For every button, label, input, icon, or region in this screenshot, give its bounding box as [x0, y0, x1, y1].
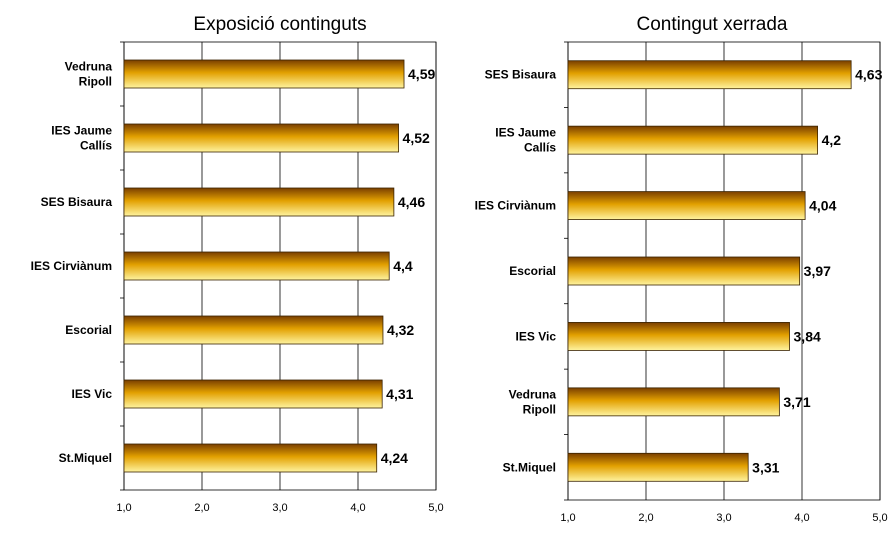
category-label: IES Cirviànum	[475, 199, 556, 213]
category-label: St.Miquel	[59, 451, 112, 465]
category-label: St.Miquel	[503, 460, 556, 474]
bar	[123, 379, 383, 409]
data-label: 4,24	[381, 450, 408, 466]
chart-contingut-xerrada: Contingut xerrada 1,0 2,0 3,0 4,0 5,0 4,63 SES …	[475, 14, 888, 524]
x-tick-label: 3,0	[716, 512, 731, 524]
bar	[567, 387, 780, 417]
bar	[567, 191, 806, 220]
data-label: 4,2	[822, 132, 842, 148]
bar	[567, 60, 852, 90]
bar	[567, 125, 819, 155]
category-label: IES Vic	[72, 387, 113, 401]
chart-title: Exposició continguts	[193, 14, 366, 35]
data-label: 3,84	[794, 328, 821, 344]
bar	[123, 59, 405, 89]
data-label: 4,59	[408, 66, 435, 82]
data-label: 4,4	[393, 258, 413, 274]
data-label: 4,04	[809, 198, 836, 214]
x-tick-label: 3,0	[272, 502, 287, 514]
category-label: IES Jaume Callís	[495, 126, 556, 155]
category-label: IES Cirviànum	[31, 259, 112, 273]
bar	[123, 251, 390, 281]
data-label: 3,97	[804, 263, 831, 279]
category-label: Vedruna Ripoll	[65, 60, 113, 89]
category-label: IES Jaume Callís	[51, 124, 112, 153]
data-label: 4,52	[403, 130, 430, 146]
bar	[123, 123, 399, 153]
bar	[123, 443, 378, 473]
category-label: Escorial	[509, 264, 556, 278]
bar	[123, 187, 395, 217]
data-label: 4,32	[387, 322, 414, 338]
category-label: IES Vic	[516, 329, 557, 343]
x-tick-label: 5,0	[872, 512, 887, 524]
data-label: 4,31	[386, 386, 413, 402]
category-label: SES Bisaura	[485, 68, 557, 82]
category-label: Vedruna Ripoll	[509, 387, 557, 416]
bar	[567, 452, 749, 482]
x-tick-label: 2,0	[194, 502, 209, 514]
data-label: 4,63	[855, 67, 882, 83]
x-tick-label: 4,0	[794, 512, 809, 524]
data-label: 3,71	[783, 394, 810, 410]
bar	[567, 256, 801, 286]
bar	[567, 322, 790, 351]
chart-exposicio-continguts: Exposició continguts 1,0 2,0 3,0 4,0 5,0 4,59 V…	[31, 14, 444, 514]
chart-title: Contingut xerrada	[636, 14, 787, 35]
x-tick-label: 5,0	[428, 502, 443, 514]
x-tick-label: 4,0	[350, 502, 365, 514]
bar	[123, 315, 384, 345]
category-label: SES Bisaura	[41, 195, 113, 209]
data-label: 3,31	[752, 459, 779, 475]
x-tick-label: 1,0	[560, 512, 575, 524]
category-label: Escorial	[65, 323, 112, 337]
x-tick-label: 1,0	[116, 502, 131, 514]
x-tick-label: 2,0	[638, 512, 653, 524]
data-label: 4,46	[398, 194, 425, 210]
